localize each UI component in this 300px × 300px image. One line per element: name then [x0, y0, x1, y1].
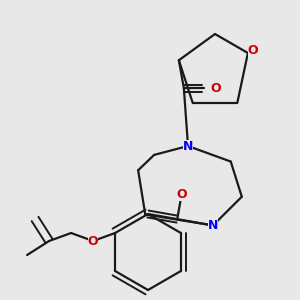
Text: O: O — [248, 44, 258, 58]
Text: N: N — [208, 219, 218, 232]
Text: O: O — [176, 188, 187, 201]
Text: N: N — [183, 140, 193, 152]
Text: O: O — [88, 235, 98, 248]
Text: O: O — [211, 82, 221, 95]
